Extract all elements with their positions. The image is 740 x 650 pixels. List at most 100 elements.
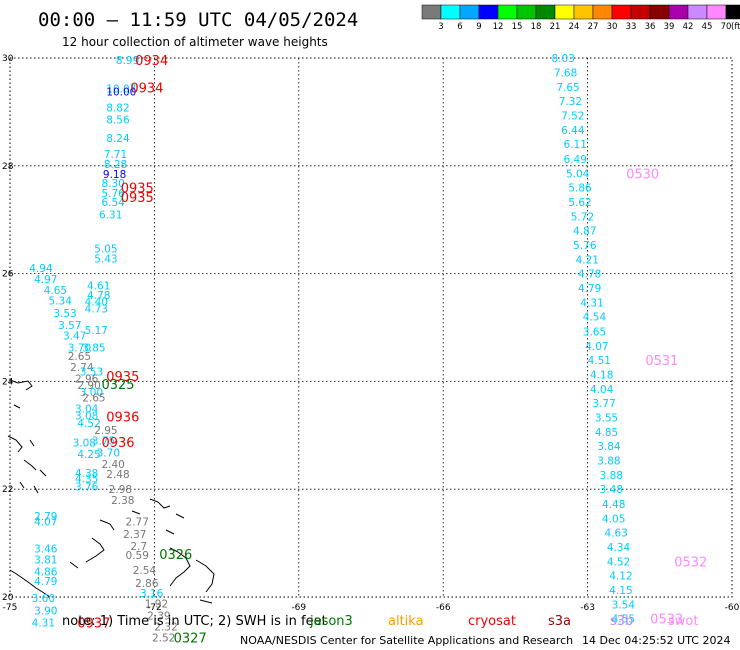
colorbar-tick-label: 21 xyxy=(550,22,561,32)
colorbar-swatch xyxy=(630,4,651,20)
wave-height-label: 4.79 xyxy=(578,283,601,295)
wave-height-label: 4.40 xyxy=(85,297,108,309)
mission-label: swot xyxy=(668,614,698,629)
wave-height-label: 3.90 xyxy=(34,605,57,617)
map-frame xyxy=(9,57,733,598)
wave-height-label: 2.96 xyxy=(75,374,99,386)
wave-height-label: 5.72 xyxy=(571,211,594,223)
colorbar-swatch xyxy=(706,4,727,20)
coastline-cuba xyxy=(9,519,115,598)
colorbar-tick-label: 12 xyxy=(493,22,504,32)
colorbar-tick-label: 36 xyxy=(645,22,656,32)
wave-height-label: 3.60 xyxy=(32,593,55,605)
x-tick-label: -63 xyxy=(580,603,595,613)
wave-height-label: 4.54 xyxy=(583,312,607,324)
colorbar-swatch xyxy=(725,4,740,20)
colorbar-tick-label: 3 xyxy=(438,22,443,32)
wave-height-label: 4.15 xyxy=(609,585,632,597)
wave-height-label: 5.76 xyxy=(101,188,125,200)
wave-height-label: 3.75 xyxy=(92,436,115,448)
wave-height-label: 4.07 xyxy=(585,341,608,353)
wave-height-label: 3.53 xyxy=(53,308,76,320)
wave-height-label: 3.54 xyxy=(612,600,636,612)
coastline xyxy=(7,379,215,604)
wave-height-label: 4.18 xyxy=(590,369,613,381)
x-tick-label: -75 xyxy=(3,603,18,613)
wave-height-label: 3.08 xyxy=(73,437,96,449)
chart-subtitle: 12 hour collection of altimeter wave hei… xyxy=(62,35,328,49)
wave-height-label: 8.28 xyxy=(104,159,127,171)
wave-height-label: 3.46 xyxy=(34,543,58,555)
wave-height-label: 0.59 xyxy=(126,550,149,562)
colorbar-swatch xyxy=(611,4,632,20)
wave-height-label: 4.65 xyxy=(44,285,67,297)
pass-time-label: 0531 xyxy=(645,354,678,369)
wave-height-label: 3.88 xyxy=(600,470,623,482)
wave-height-label: 4.79 xyxy=(34,576,57,588)
x-tick-label: -69 xyxy=(291,603,306,613)
colorbar-swatch xyxy=(497,4,518,20)
pass-time-label: 0530 xyxy=(626,167,659,182)
wave-height-label: 2.95 xyxy=(94,425,117,437)
wave-height-label: 2.98 xyxy=(109,484,132,496)
wave-height-label: 4.21 xyxy=(576,255,599,267)
wave-height-labels: 8.9910.0710.008.828.568.247.718.289.188.… xyxy=(29,53,635,644)
wave-height-label: 6.31 xyxy=(99,209,122,221)
y-tick-label: 30 xyxy=(2,54,14,64)
x-tick-label: -60 xyxy=(725,603,740,613)
wave-height-label: 2.86 xyxy=(135,578,159,590)
mission-label: jason3 xyxy=(309,614,353,629)
chart-title: 00:00 — 11:59 UTC 04/05/2024 xyxy=(38,9,358,31)
wave-height-label: 4.31 xyxy=(580,298,603,310)
wave-height-label: 4.04 xyxy=(590,384,614,396)
wave-height-label: 7.68 xyxy=(554,68,577,80)
wave-height-label: 4.31 xyxy=(32,617,55,629)
wave-height-label: 2.37 xyxy=(123,529,146,541)
colorbar-swatch xyxy=(421,4,442,20)
wave-height-label: 2.74 xyxy=(70,362,94,374)
colorbar-swatch xyxy=(554,4,575,20)
wave-height-label: 3.65 xyxy=(583,326,606,338)
mission-label: altika xyxy=(388,614,424,629)
lat-lon-grid: -75 -72 -69 -66 -63 -60 20 22 24 26 28 30 xyxy=(2,54,740,613)
coastline-bahamas xyxy=(7,379,47,494)
wave-height-label: 3.70 xyxy=(68,342,91,354)
wave-height-label: 4.34 xyxy=(607,542,631,554)
colorbar-tick-label: 39 xyxy=(664,22,675,32)
wave-height-label: 4.51 xyxy=(588,355,611,367)
y-tick-label: 22 xyxy=(2,485,13,495)
pass-time-label: 0936 xyxy=(106,410,139,425)
wave-height-label: 4.52 xyxy=(607,556,630,568)
wave-height-label: 7.52 xyxy=(561,111,584,123)
wave-height-label: 2.79 xyxy=(34,511,57,523)
pass-time-label: 0937 xyxy=(77,616,110,631)
mission-label: s3b xyxy=(610,614,633,629)
wave-height-label: 3.77 xyxy=(592,398,615,410)
wave-height-label: 4.07 xyxy=(34,517,57,529)
pass-time-label: 0934 xyxy=(130,82,163,97)
coastline-hispaniola xyxy=(169,547,215,604)
wave-height-label: 4.78 xyxy=(578,269,601,281)
wave-height-label: 5.43 xyxy=(94,254,117,266)
wave-height-label: 1.92 xyxy=(145,598,168,610)
wave-height-label: 2.65 xyxy=(82,393,105,405)
wave-height-label: 5.76 xyxy=(573,240,597,252)
wave-height-label: 5.17 xyxy=(85,325,108,337)
colorbar-tick-label: 45 xyxy=(702,22,713,32)
wave-height-label: 4.97 xyxy=(34,274,57,286)
colorbar-swatch xyxy=(440,4,461,20)
colorbar-tick-label: 70 xyxy=(721,22,732,32)
mission-label: cryosat xyxy=(468,614,516,629)
wave-height-label: 3.04 xyxy=(75,403,99,415)
wave-height-label: 8.56 xyxy=(106,114,130,126)
colorbar-swatch xyxy=(573,4,594,20)
wave-height-label: 3.55 xyxy=(595,413,618,425)
wave-height-label: 4.35 xyxy=(75,473,98,485)
wave-height-label: 8.03 xyxy=(552,53,575,65)
wave-height-label: 3.84 xyxy=(597,441,621,453)
wave-height-label: 7.65 xyxy=(556,82,579,94)
wave-height-label: 3.57 xyxy=(58,320,81,332)
wave-height-label: 4.25 xyxy=(77,449,100,461)
colorbar-tick-label: 42 xyxy=(683,22,694,32)
